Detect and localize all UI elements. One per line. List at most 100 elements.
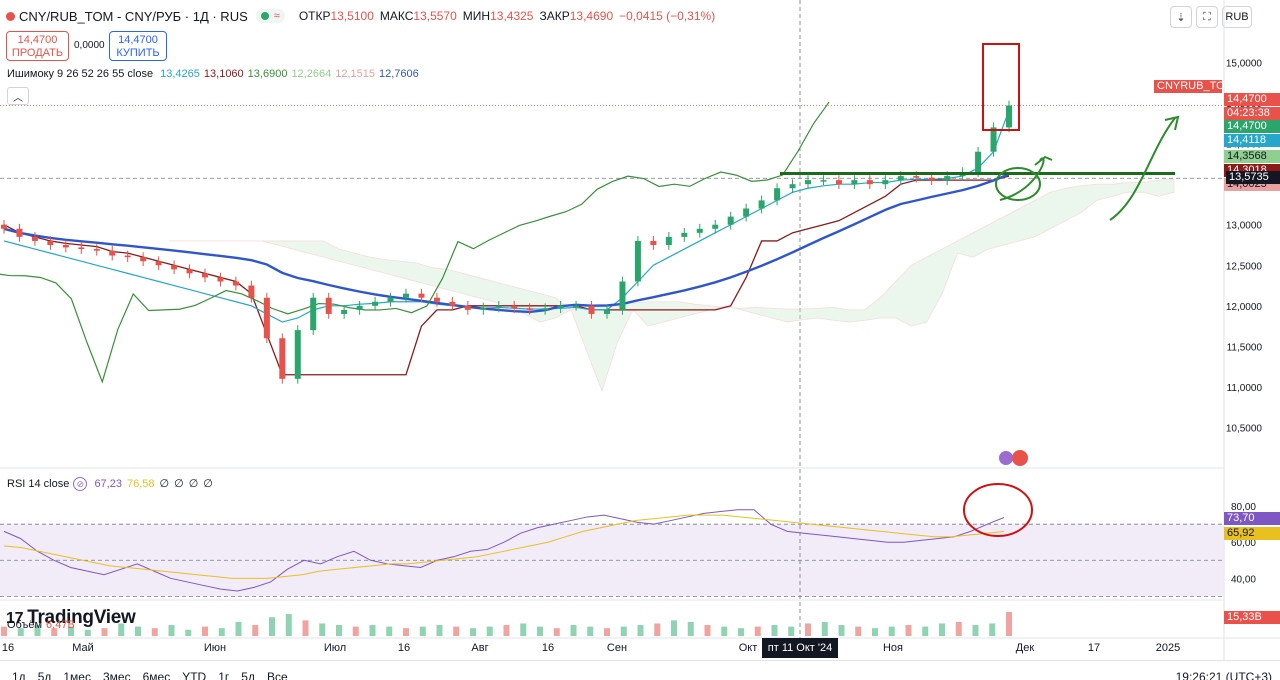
candle-body <box>464 305 471 310</box>
tenkan-line <box>3 110 1010 323</box>
volume-name: Объём <box>7 619 43 631</box>
range-button[interactable]: 5д <box>37 670 52 680</box>
ichimoku-value: 13,1060 <box>203 68 244 80</box>
time-axis-label: 16 <box>541 642 555 654</box>
candle-body <box>634 240 641 282</box>
candle-body <box>480 307 487 310</box>
range-button[interactable]: 5д <box>241 670 255 680</box>
time-axis-label: Июн <box>203 642 227 654</box>
volume-bar <box>118 623 125 636</box>
ichimoku-value: 13,6900 <box>247 68 288 80</box>
volume-bar <box>84 629 91 636</box>
volume-bar <box>419 626 426 636</box>
candle-body <box>650 240 657 245</box>
ichimoku-cloud <box>169 178 1175 393</box>
volume-bar <box>34 625 41 636</box>
candle-body <box>403 293 409 298</box>
arrow-down-icon[interactable]: ⇣ <box>1170 6 1192 28</box>
volume-bar <box>235 621 242 636</box>
candle-body <box>542 308 549 310</box>
candle-body <box>310 297 317 331</box>
candle-body <box>387 297 394 302</box>
price-axis-tick: 15,0000 <box>1226 59 1263 70</box>
candle-body <box>805 180 811 185</box>
ohlc-key: ОТКР <box>298 9 331 23</box>
market-status-pill[interactable]: ≈ <box>255 9 285 23</box>
time-axis-label: 16 <box>1 642 15 654</box>
volume-bar <box>1 626 7 636</box>
volume-bar <box>537 626 543 636</box>
candle-body <box>727 216 734 225</box>
candle-body <box>31 236 38 241</box>
market-status-text: ≈ <box>273 10 280 22</box>
rsi-ma-line <box>3 514 1005 579</box>
candle-body <box>588 305 595 314</box>
volume-bar <box>637 625 644 636</box>
volume-bar <box>151 628 158 636</box>
ohlc-key: МИН <box>462 9 491 23</box>
candle-body <box>758 200 765 209</box>
volume-bar <box>403 628 409 636</box>
range-button[interactable]: 1г <box>218 670 230 680</box>
chevron-up-icon[interactable]: ︿ <box>7 87 29 105</box>
crosshair-date-label: пт 11 Окт '24 <box>762 638 838 658</box>
range-button[interactable]: YTD <box>182 670 207 680</box>
volume-bar <box>352 626 359 636</box>
clock[interactable]: 19:26:21 (UTC+3) <box>1175 670 1272 680</box>
sell-button[interactable]: 14,4700 ПРОДАТЬ <box>6 31 69 61</box>
drawn-arrow-large <box>1109 115 1180 221</box>
tradingview-logo: 17 TradingView <box>6 607 136 629</box>
candle-body <box>325 297 332 314</box>
rsi-settings-icon[interactable]: ⊘ <box>73 477 88 492</box>
volume-bar <box>821 621 828 636</box>
buy-button[interactable]: 14,4700 КУПИТЬ <box>109 31 167 61</box>
currency-selector[interactable]: RUB <box>1222 6 1252 28</box>
volume-bar <box>51 628 58 636</box>
candle-body <box>232 281 239 286</box>
candle-body <box>93 249 100 251</box>
ichimoku-value: 12,7606 <box>378 68 419 80</box>
rsi-value: ∅ <box>203 478 213 490</box>
ohlc-values: ОТКР13,5100 МАКС13,5570 МИН13,4325 ЗАКР13,4… <box>299 9 721 23</box>
fullscreen-icon[interactable]: ⛶ <box>1196 6 1218 28</box>
candle-body <box>109 250 116 256</box>
volume-bar <box>654 623 661 636</box>
candle-body <box>433 297 440 302</box>
time-axis-label: Ноя <box>882 642 904 654</box>
range-button[interactable]: 1мес <box>63 670 91 680</box>
range-button[interactable]: 6мес <box>142 670 171 680</box>
ichimoku-name: Ишимоку 9 26 52 26 55 close <box>7 68 154 80</box>
time-axis-label: Окт <box>738 642 758 654</box>
symbol-title[interactable]: CNY/RUB_TOM - CNY/РУБ · 1Д · RUS <box>19 8 248 24</box>
ichimoku-legend[interactable]: Ишимоку 9 26 52 26 55 close 13,4265 13,10… <box>7 68 423 80</box>
candle-body <box>171 265 178 270</box>
sell-price: 14,4700 <box>17 34 58 46</box>
candle-body <box>279 338 286 379</box>
price-axis-tick: 10,5000 <box>1226 423 1263 434</box>
volume-bar <box>838 625 845 636</box>
ohlc-value: 13,4325 <box>490 9 534 23</box>
candle-body <box>356 305 363 310</box>
event-icon <box>999 451 1013 465</box>
rsi-axis-label: 65,92 <box>1224 527 1280 540</box>
candle-body <box>696 228 703 233</box>
rsi-line <box>3 509 1005 592</box>
volume-bar <box>319 623 326 636</box>
time-axis[interactable]: 16 Май Июн Июл 16 Авг 16 Сен Окт Ноя Дек 17 2025 <box>0 640 1280 658</box>
range-button[interactable]: 1д <box>12 670 26 680</box>
rsi-legend[interactable]: RSI 14 close ⊘ 67,23 76,58 ∅ ∅ ∅ ∅ <box>7 477 218 492</box>
range-button[interactable]: Все <box>266 670 288 680</box>
volume-bar <box>587 626 594 636</box>
volume-bar <box>704 625 711 636</box>
volume-bar <box>721 626 728 636</box>
candle-body <box>665 236 672 245</box>
range-button[interactable]: 3мес <box>102 670 131 680</box>
price-axis-label: 14,3568 <box>1224 150 1280 163</box>
rsi-name: RSI 14 close <box>7 478 70 490</box>
volume-bar <box>17 628 24 636</box>
volume-bar <box>955 621 962 636</box>
volume-bar <box>888 626 895 636</box>
candle-body <box>124 255 131 258</box>
volume-bar <box>218 628 225 636</box>
